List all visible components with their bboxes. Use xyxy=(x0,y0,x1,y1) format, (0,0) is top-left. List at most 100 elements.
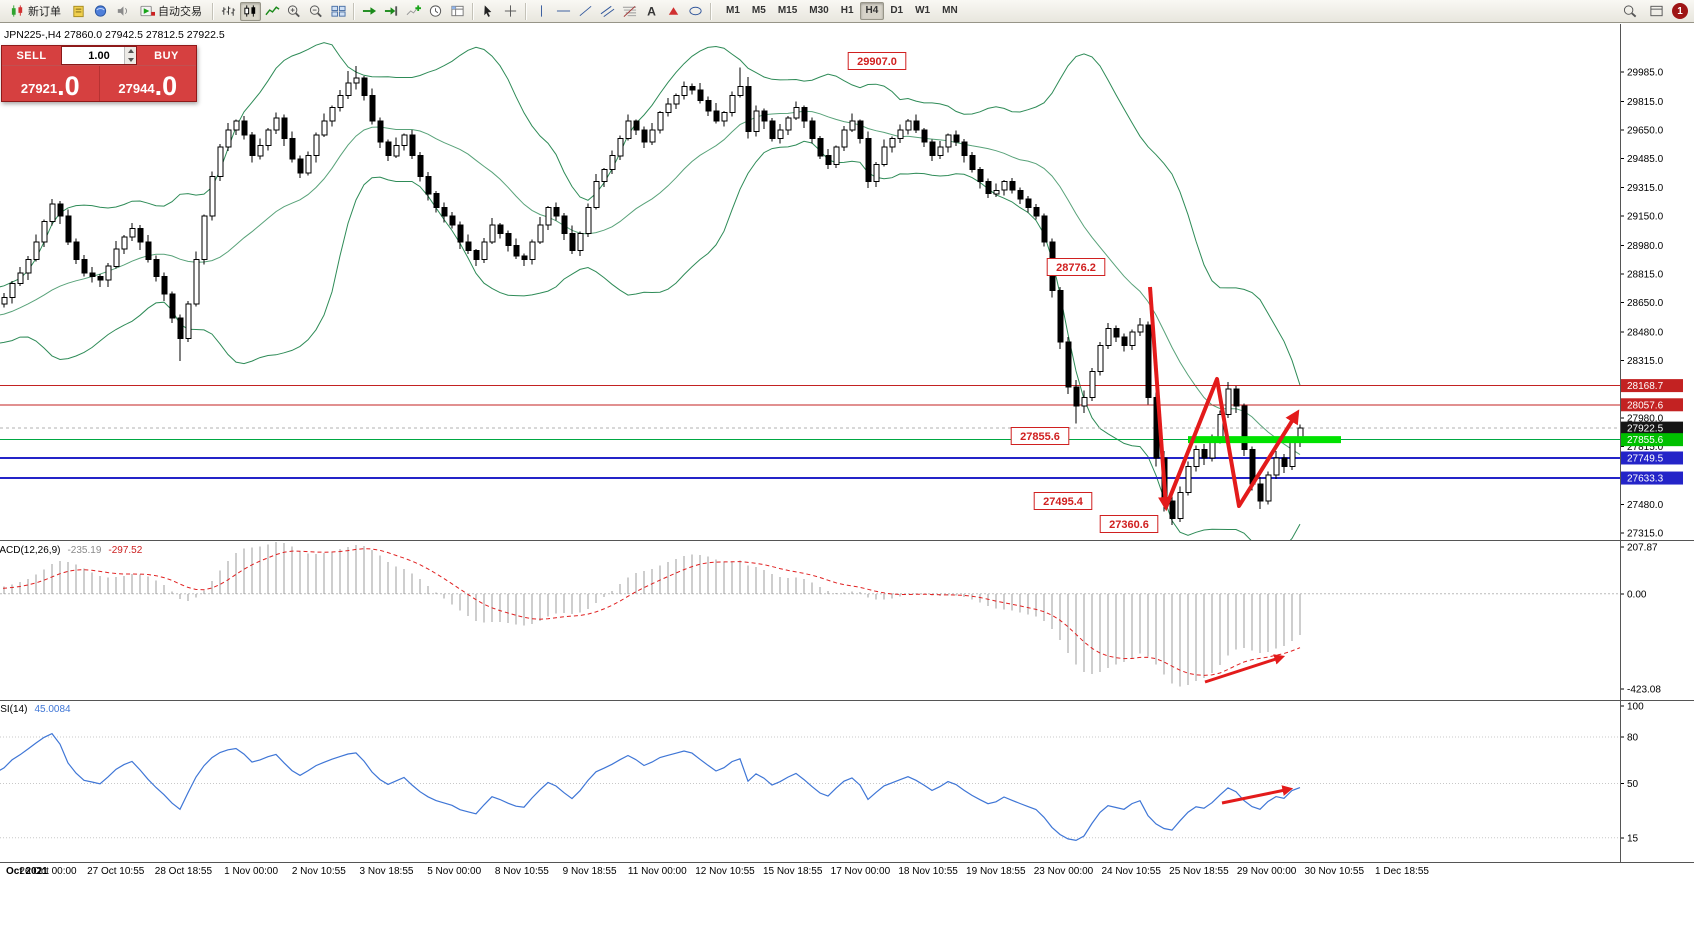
candlestick-mode-button[interactable] xyxy=(240,1,261,21)
candle xyxy=(681,86,688,96)
price-annotation[interactable]: 28776.2 xyxy=(1046,258,1106,276)
metaeditor-button[interactable] xyxy=(68,2,89,21)
horizontal-level-lines[interactable] xyxy=(0,385,1620,480)
cursor-button[interactable] xyxy=(478,2,499,21)
candle xyxy=(641,129,648,143)
price-tag xyxy=(1621,398,1683,412)
line-chart-mode-button[interactable] xyxy=(262,2,283,21)
price-annotation[interactable]: 27360.6 xyxy=(1099,515,1159,533)
volume-down-button[interactable] xyxy=(125,55,136,64)
time-axis-label: 3 Nov 18:55 xyxy=(360,866,414,877)
rsi-trend-arrow[interactable] xyxy=(1221,785,1294,805)
trendline-tool[interactable] xyxy=(575,2,596,21)
rsi-axis-label: 100 xyxy=(1627,702,1644,713)
candlesticks xyxy=(1,66,1304,525)
chart-shift-button[interactable] xyxy=(381,2,402,21)
candle xyxy=(601,169,608,183)
candle xyxy=(1273,457,1280,476)
panel-separators xyxy=(0,24,1694,863)
toolbar-right-group: 1 xyxy=(1620,2,1690,21)
zoom-out-button[interactable] xyxy=(306,2,327,21)
trend-arrow[interactable] xyxy=(1148,286,1173,512)
tile-windows-button[interactable] xyxy=(328,2,349,21)
candle xyxy=(433,193,440,208)
candle xyxy=(401,134,408,146)
periods-button[interactable] xyxy=(425,2,446,21)
search-button[interactable] xyxy=(1620,2,1641,21)
window-layout-button[interactable] xyxy=(1646,2,1667,21)
zoom-in-button[interactable] xyxy=(284,2,305,21)
candle xyxy=(113,248,120,267)
macd-label: MACD(12,26,9)-235.19-297.52 xyxy=(0,545,143,556)
candle xyxy=(209,176,216,217)
timeframe-h1[interactable]: H1 xyxy=(840,5,854,16)
timeframe-m1[interactable]: M1 xyxy=(726,5,740,16)
new-order-button[interactable]: 新订单 xyxy=(4,2,67,21)
time-axis-label: 17 Nov 00:00 xyxy=(831,866,891,877)
horizontal-line-tool[interactable] xyxy=(553,2,574,21)
candle xyxy=(593,181,600,209)
macd-trend-arrow[interactable] xyxy=(1204,654,1286,684)
candle xyxy=(929,141,936,157)
candle xyxy=(1113,327,1120,338)
templates-button[interactable] xyxy=(447,2,468,21)
buy-price[interactable]: 27944.0 xyxy=(118,71,178,102)
timeframe-d1[interactable]: D1 xyxy=(890,5,904,16)
candle xyxy=(561,215,568,234)
candle xyxy=(497,224,504,234)
candle xyxy=(897,129,904,139)
timeframe-m15[interactable]: M15 xyxy=(777,5,798,16)
rsi-axis-label: 80 xyxy=(1627,733,1639,744)
price-tag-label: 27749.5 xyxy=(1627,453,1664,464)
vertical-line-tool[interactable] xyxy=(531,2,552,21)
candle xyxy=(777,129,784,139)
shapes-tool[interactable] xyxy=(685,2,706,21)
candle xyxy=(273,117,280,131)
candle xyxy=(1201,448,1208,459)
price-annotation[interactable]: 27855.6 xyxy=(1010,427,1070,445)
notification-badge[interactable]: 1 xyxy=(1672,3,1688,19)
candle xyxy=(1089,371,1096,399)
candle xyxy=(1185,466,1192,493)
candle xyxy=(545,207,552,226)
bar-chart-mode-button[interactable] xyxy=(218,2,239,21)
crosshair-button[interactable] xyxy=(500,2,521,21)
timeframe-mn[interactable]: MN xyxy=(942,5,958,16)
candle xyxy=(89,272,96,278)
market-watch-button[interactable] xyxy=(90,2,111,21)
candle xyxy=(1057,289,1064,343)
text-tool[interactable]: A xyxy=(641,2,662,21)
auto-scroll-button[interactable] xyxy=(359,2,380,21)
timeframe-m30[interactable]: M30 xyxy=(809,5,829,16)
indicators-button[interactable] xyxy=(403,2,424,21)
timeframe-m5[interactable]: M5 xyxy=(751,5,766,16)
channel-tool[interactable] xyxy=(597,2,618,21)
auto-trading-button[interactable]: 自动交易 xyxy=(134,2,208,21)
candle xyxy=(761,110,768,122)
candle xyxy=(265,129,272,146)
volume-up-button[interactable] xyxy=(125,47,136,56)
timeframe-w1[interactable]: W1 xyxy=(915,5,931,16)
fibonacci-tool[interactable] xyxy=(619,2,640,21)
candle xyxy=(337,94,344,108)
clock-icon xyxy=(429,5,442,17)
price-annotation[interactable]: 29907.0 xyxy=(847,52,907,70)
sell-button[interactable]: SELL xyxy=(16,49,47,62)
svg-text:29907.0: 29907.0 xyxy=(857,56,897,68)
volume-input[interactable]: 1.00 xyxy=(61,46,137,65)
arrows-tool[interactable] xyxy=(663,2,684,21)
timeframe-h4[interactable]: H4 xyxy=(859,2,885,20)
alerts-button[interactable] xyxy=(112,2,133,21)
candle xyxy=(473,250,480,260)
sell-price[interactable]: 27921.0 xyxy=(2,66,100,101)
buy-button[interactable]: BUY xyxy=(154,49,179,62)
candle xyxy=(969,155,976,170)
candle xyxy=(393,144,400,157)
trend-arrow[interactable] xyxy=(1164,377,1300,508)
price-tick-label: 27815.0 xyxy=(1627,442,1664,453)
time-axis-label: 11 Nov 00:00 xyxy=(628,866,687,877)
price-annotation[interactable]: 27495.4 xyxy=(1033,492,1093,510)
candle xyxy=(1017,189,1024,200)
